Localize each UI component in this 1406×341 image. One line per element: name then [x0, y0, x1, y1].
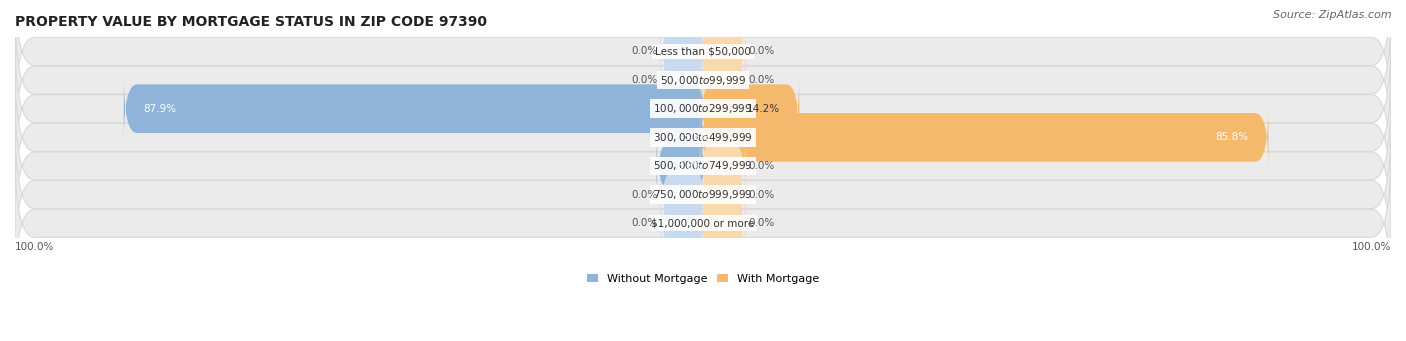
FancyBboxPatch shape	[15, 151, 1391, 295]
FancyBboxPatch shape	[15, 37, 1391, 181]
FancyBboxPatch shape	[700, 190, 745, 256]
FancyBboxPatch shape	[700, 47, 745, 113]
Text: 0.0%: 0.0%	[631, 218, 657, 228]
Text: $500,000 to $749,999: $500,000 to $749,999	[654, 160, 752, 173]
Text: $50,000 to $99,999: $50,000 to $99,999	[659, 74, 747, 87]
Text: 0.0%: 0.0%	[749, 190, 775, 199]
Text: $750,000 to $999,999: $750,000 to $999,999	[654, 188, 752, 201]
Text: Source: ZipAtlas.com: Source: ZipAtlas.com	[1274, 10, 1392, 20]
Text: 100.0%: 100.0%	[1351, 242, 1391, 252]
FancyBboxPatch shape	[700, 18, 745, 84]
Text: PROPERTY VALUE BY MORTGAGE STATUS IN ZIP CODE 97390: PROPERTY VALUE BY MORTGAGE STATUS IN ZIP…	[15, 15, 486, 29]
FancyBboxPatch shape	[661, 162, 706, 227]
FancyBboxPatch shape	[15, 123, 1391, 267]
Text: $300,000 to $499,999: $300,000 to $499,999	[654, 131, 752, 144]
FancyBboxPatch shape	[700, 162, 745, 227]
Text: 14.2%: 14.2%	[747, 104, 780, 114]
Text: 87.9%: 87.9%	[143, 104, 177, 114]
FancyBboxPatch shape	[661, 18, 706, 84]
FancyBboxPatch shape	[664, 104, 706, 170]
Text: Less than $50,000: Less than $50,000	[655, 46, 751, 56]
FancyBboxPatch shape	[15, 8, 1391, 152]
Text: 0.0%: 0.0%	[631, 75, 657, 85]
Text: 0.0%: 0.0%	[749, 75, 775, 85]
Text: 85.8%: 85.8%	[1216, 132, 1249, 142]
Text: 5.5%: 5.5%	[683, 132, 710, 142]
FancyBboxPatch shape	[661, 190, 706, 256]
Text: 0.0%: 0.0%	[749, 218, 775, 228]
FancyBboxPatch shape	[15, 94, 1391, 238]
FancyBboxPatch shape	[657, 133, 706, 199]
Text: $1,000,000 or more: $1,000,000 or more	[651, 218, 755, 228]
FancyBboxPatch shape	[124, 76, 706, 142]
Text: $100,000 to $299,999: $100,000 to $299,999	[654, 102, 752, 115]
FancyBboxPatch shape	[15, 65, 1391, 209]
Text: 0.0%: 0.0%	[749, 46, 775, 56]
Text: 0.0%: 0.0%	[631, 190, 657, 199]
Legend: Without Mortgage, With Mortgage: Without Mortgage, With Mortgage	[582, 269, 824, 288]
Text: 0.0%: 0.0%	[749, 161, 775, 171]
FancyBboxPatch shape	[700, 104, 1268, 170]
FancyBboxPatch shape	[700, 133, 745, 199]
Text: 100.0%: 100.0%	[15, 242, 55, 252]
FancyBboxPatch shape	[661, 47, 706, 113]
Text: 6.6%: 6.6%	[676, 161, 703, 171]
FancyBboxPatch shape	[700, 76, 800, 142]
Text: 0.0%: 0.0%	[631, 46, 657, 56]
FancyBboxPatch shape	[15, 0, 1391, 123]
